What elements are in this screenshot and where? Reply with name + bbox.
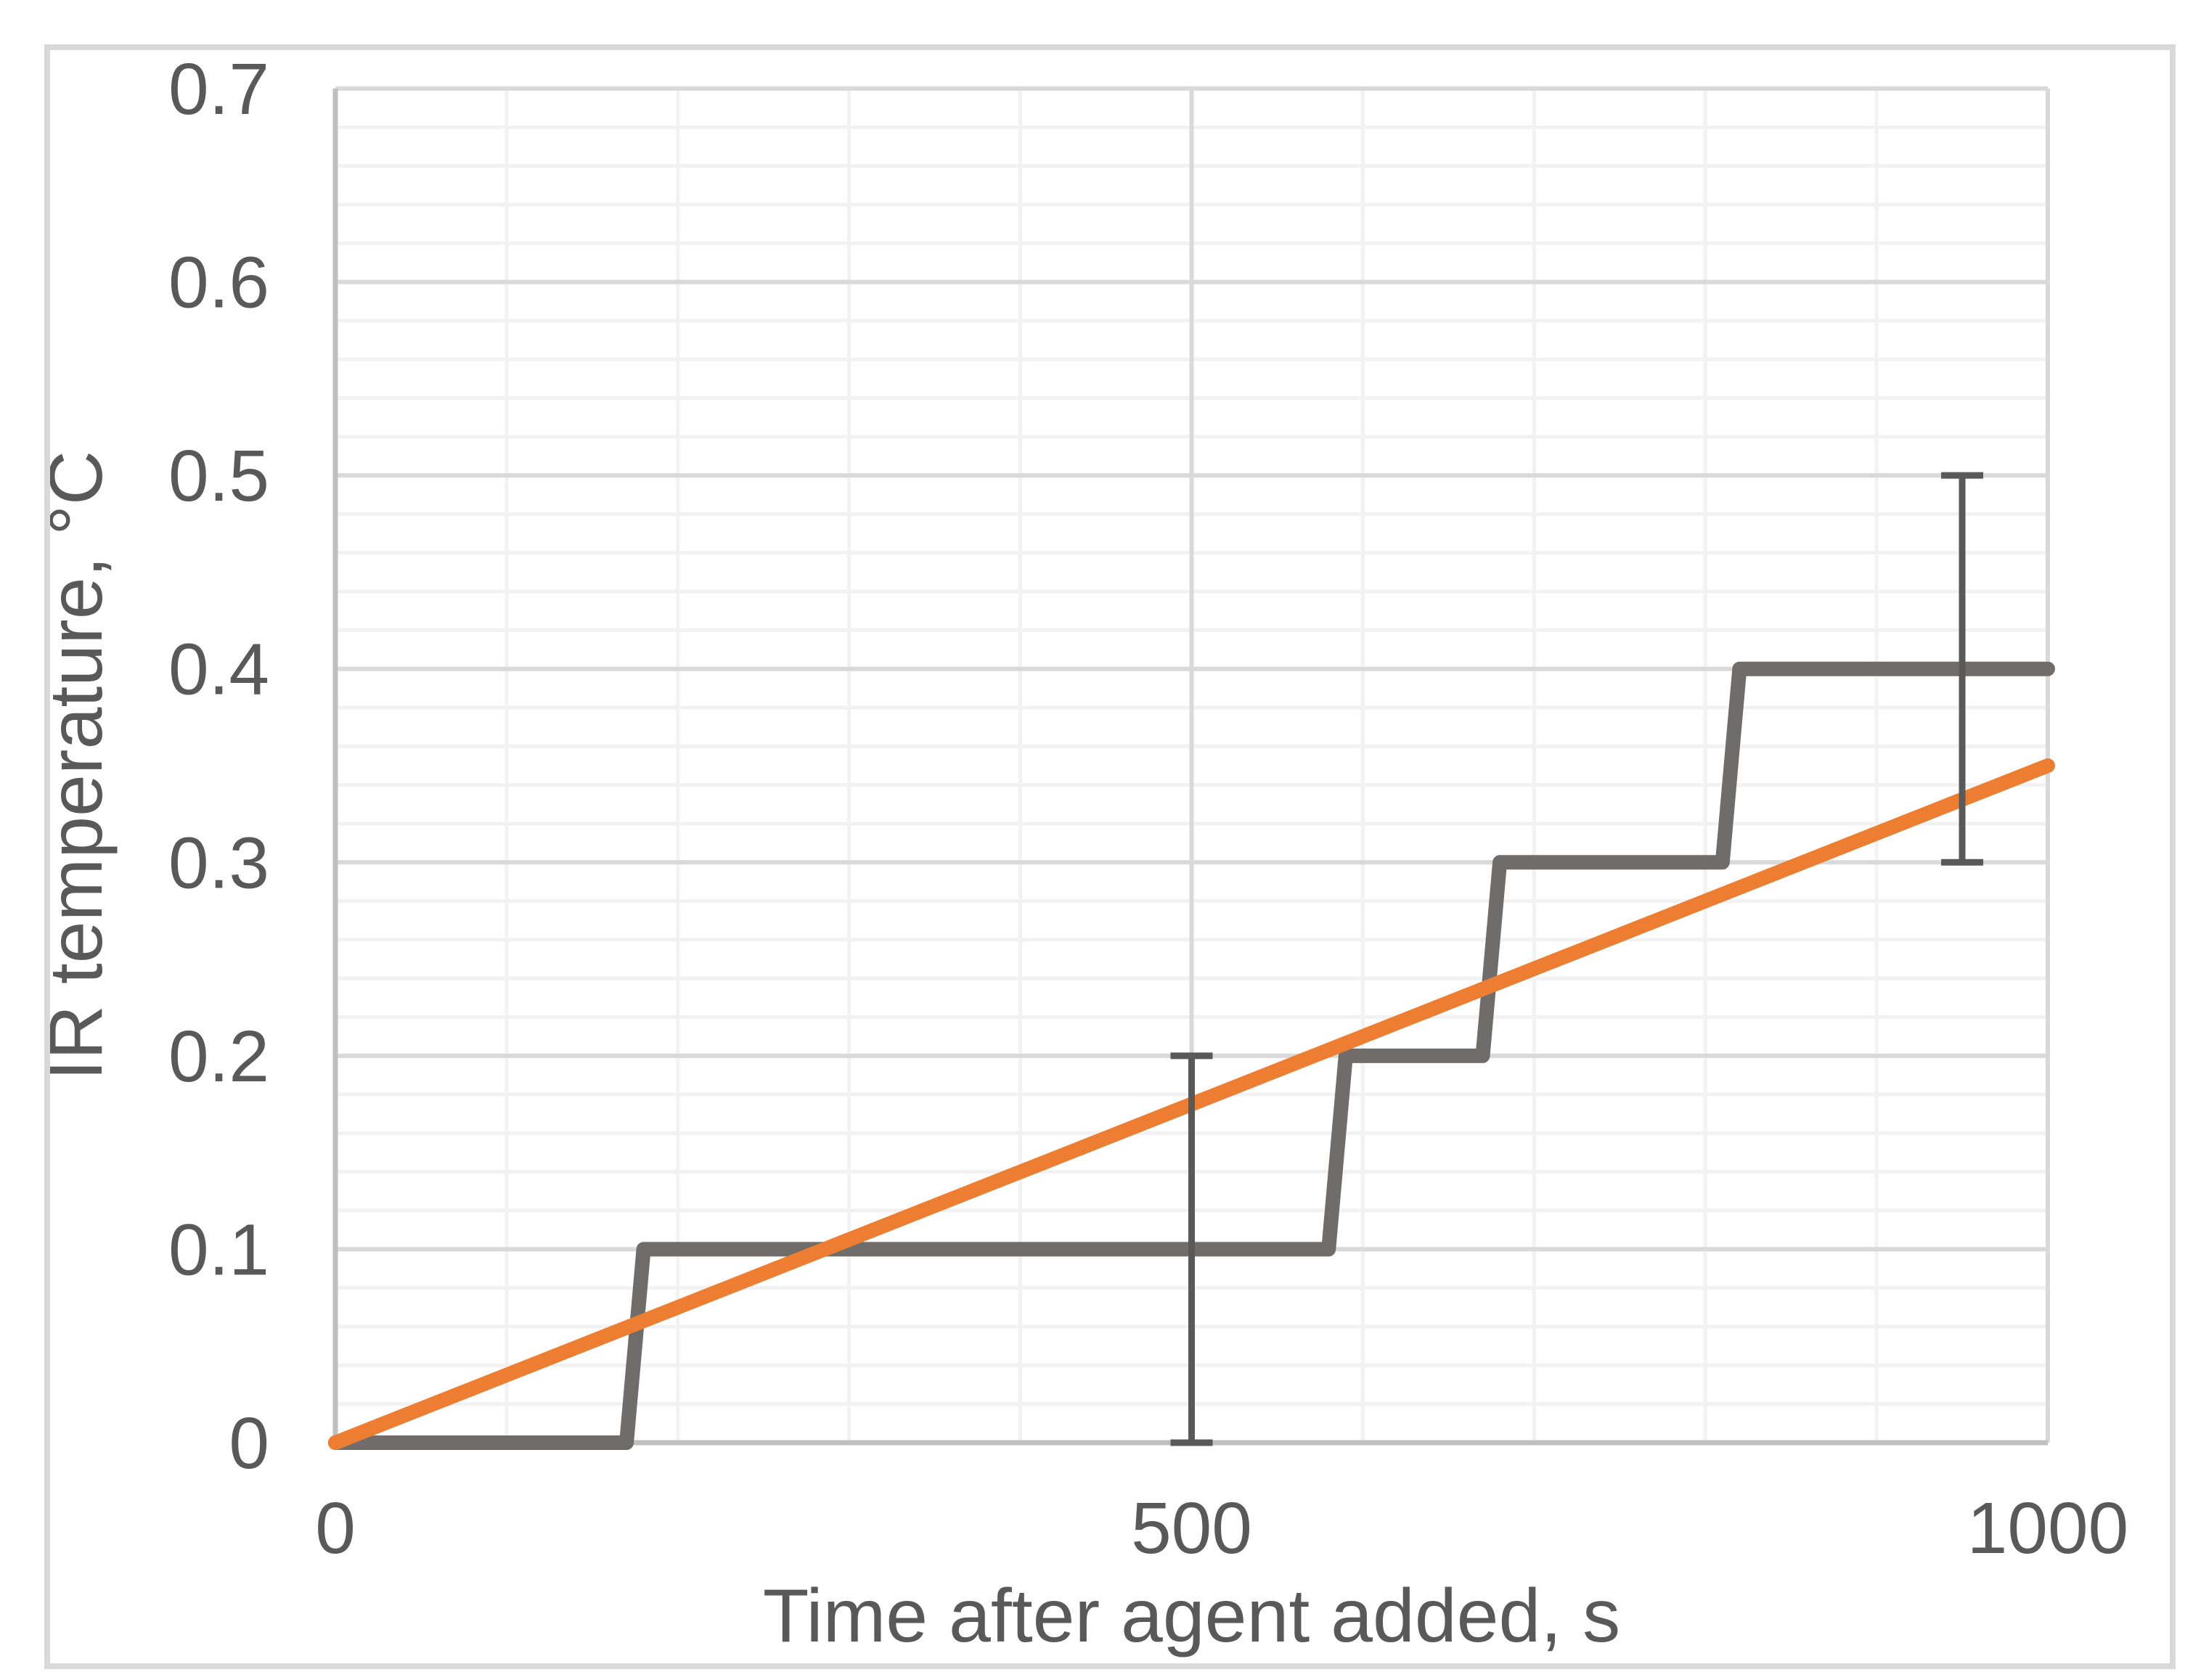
y-tick-label: 0.2 xyxy=(168,1016,269,1097)
error-bar xyxy=(1941,472,1984,866)
y-tick-label: 0.5 xyxy=(168,435,269,517)
x-tick-label: 0 xyxy=(315,1488,356,1569)
x-tick-label: 1000 xyxy=(1967,1488,2128,1569)
y-tick-label: 0.1 xyxy=(168,1209,269,1290)
x-axis-title: Time after agent added, s xyxy=(763,1574,1620,1658)
error-bar xyxy=(1170,1052,1213,1446)
y-tick-label: 0.7 xyxy=(168,49,269,130)
y-tick-label: 0.3 xyxy=(168,822,269,903)
y-tick-label: 0.6 xyxy=(168,242,269,324)
chart-border xyxy=(44,44,2176,1669)
series-step-line xyxy=(328,661,2055,1450)
error-bars xyxy=(1170,472,1984,1446)
x-tick-label: 500 xyxy=(1131,1488,1252,1569)
y-tick-label: 0 xyxy=(229,1403,269,1484)
y-tick-label: 0.4 xyxy=(168,629,269,710)
